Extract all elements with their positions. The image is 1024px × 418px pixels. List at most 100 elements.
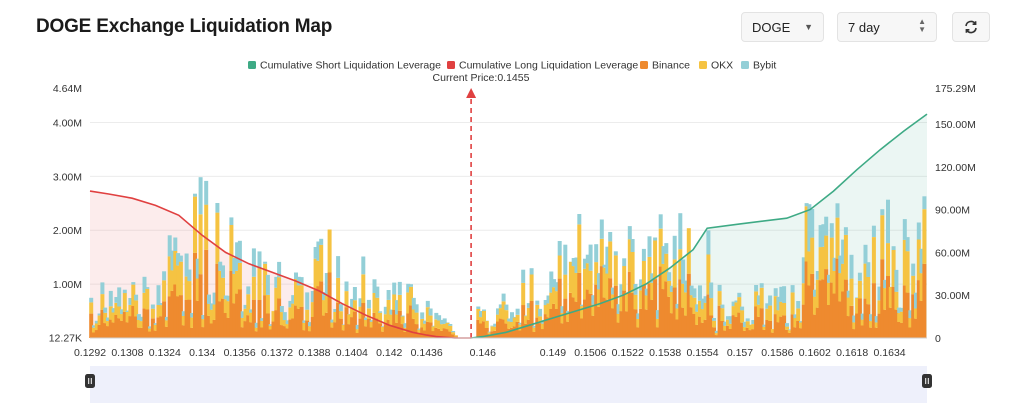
right-axis-tick-label: 30.00M (935, 290, 970, 302)
bar-binance (302, 330, 307, 338)
bar-binance (254, 331, 259, 338)
bar-binance (731, 315, 736, 338)
bar-bybit (731, 301, 736, 307)
bar-okx (352, 300, 357, 312)
bar-okx (689, 295, 694, 308)
bar-binance (672, 287, 677, 338)
bar-bybit (302, 320, 307, 323)
bar-bybit (863, 244, 868, 264)
bar-okx (799, 322, 803, 329)
bar-okx (650, 282, 655, 300)
range-slider-right-handle[interactable] (922, 374, 932, 388)
bar-binance (723, 330, 728, 338)
bar-binance (695, 324, 700, 338)
bar-bybit (397, 281, 402, 295)
bar-okx (145, 288, 150, 310)
bar-okx (692, 297, 697, 314)
bar-okx (170, 270, 175, 291)
bar-binance (92, 332, 96, 338)
bar-bybit (602, 264, 607, 268)
bar-okx (493, 326, 498, 331)
bar-binance (815, 307, 820, 338)
bar-bybit (900, 307, 904, 312)
bar-bybit (229, 217, 234, 225)
bar-okx (911, 275, 916, 295)
bar-okx (501, 301, 506, 320)
bar-okx (846, 297, 851, 316)
bar-bybit (336, 256, 341, 278)
right-axis-tick-label: 120.00M (935, 162, 976, 174)
bar-okx (122, 293, 127, 312)
bar-binance (207, 316, 211, 338)
bar-bybit (139, 316, 144, 322)
up-down-chevron-icon: ▲ ▼ (918, 17, 926, 34)
refresh-button[interactable] (952, 12, 990, 42)
bar-binance (375, 318, 380, 338)
bar-binance (734, 316, 739, 338)
bar-okx (114, 302, 119, 315)
bar-bybit (89, 297, 94, 303)
bar-binance (782, 315, 787, 338)
bar-binance (215, 263, 220, 338)
bar-binance (406, 313, 411, 338)
bar-binance (557, 278, 562, 338)
bar-bybit (538, 308, 543, 317)
bar-bybit (653, 237, 658, 241)
bar-okx (406, 292, 411, 314)
bar-binance (616, 322, 621, 338)
bar-binance (279, 325, 284, 338)
bar-binance (361, 303, 366, 338)
bar-okx (411, 309, 416, 319)
bar-binance (94, 330, 99, 338)
bar-okx (605, 273, 610, 300)
bar-bybit (176, 253, 181, 266)
bar-bybit (162, 271, 167, 281)
bar-binance (515, 321, 520, 338)
bar-binance (403, 332, 408, 338)
bar-okx (698, 300, 702, 317)
bar-bybit (726, 316, 730, 320)
bar-binance (327, 272, 332, 338)
bar-binance (897, 321, 902, 338)
bar-binance (274, 310, 279, 338)
bar-okx (476, 309, 481, 320)
bar-okx (434, 319, 439, 328)
bar-bybit (249, 309, 254, 313)
bar-bybit (117, 287, 122, 307)
bar-bybit (703, 296, 708, 303)
bar-binance (686, 273, 691, 338)
time-range-select[interactable]: 7 day ▲ ▼ (837, 12, 937, 42)
bar-binance (647, 283, 652, 338)
bar-bybit (125, 310, 130, 312)
bar-okx (319, 244, 324, 282)
bar-bybit (319, 238, 324, 245)
bar-binance (162, 301, 167, 338)
bar-bybit (689, 285, 694, 296)
bar-okx (333, 312, 338, 323)
bar-okx (453, 335, 458, 337)
x-axis-tick-label: 0.1404 (336, 347, 368, 359)
bar-bybit (919, 248, 924, 274)
bar-okx (425, 307, 430, 322)
symbol-select[interactable]: DOGE ▼ (741, 12, 824, 42)
bar-okx (204, 204, 209, 250)
bar-binance (667, 296, 672, 338)
legend-swatch (447, 61, 455, 69)
bar-bybit (341, 324, 346, 325)
bar-okx (347, 314, 352, 325)
bar-binance (347, 324, 352, 338)
bar-binance (916, 280, 921, 338)
bar-bybit (712, 318, 716, 321)
bar-bybit (765, 303, 770, 309)
bar-bybit (439, 319, 444, 325)
bar-binance (801, 304, 806, 338)
range-slider-left-handle[interactable] (85, 374, 95, 388)
bar-okx (571, 266, 576, 298)
bar-binance (717, 305, 722, 338)
bar-bybit (498, 304, 503, 309)
bar-bybit (111, 308, 116, 313)
bar-bybit (675, 303, 680, 309)
bar-binance (742, 330, 747, 338)
bar-binance (908, 327, 913, 338)
bar-okx (728, 323, 733, 329)
